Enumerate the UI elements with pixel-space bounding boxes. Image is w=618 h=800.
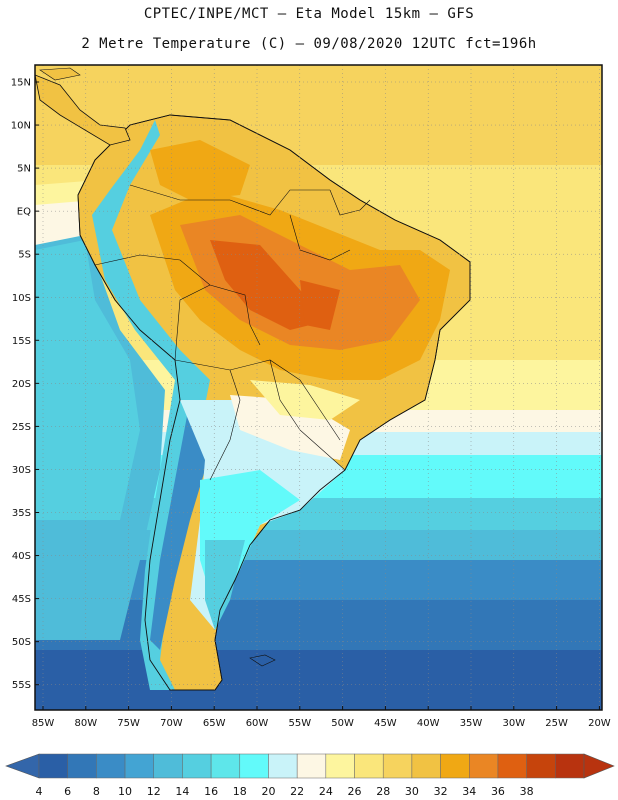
colorbar-tick-label: 24 xyxy=(319,785,333,798)
colorbar-tick-label: 34 xyxy=(462,785,476,798)
colorbar-swatch xyxy=(268,753,298,779)
colorbar-tick-label: 12 xyxy=(147,785,161,798)
colorbar-swatch xyxy=(96,753,126,779)
colorbar-tick-label: 16 xyxy=(204,785,218,798)
lat-label: 5S xyxy=(18,250,31,261)
colorbar-tick-label: 14 xyxy=(175,785,189,798)
map-frame xyxy=(34,64,603,711)
colorbar-tick-label: 38 xyxy=(520,785,534,798)
colorbar-tick-label: 20 xyxy=(261,785,275,798)
lon-label: 80W xyxy=(74,718,97,729)
lat-label: 20S xyxy=(12,379,31,390)
lat-label: EQ xyxy=(17,207,31,218)
colorbar-tick-label: 6 xyxy=(64,785,71,798)
lon-label: 25W xyxy=(545,718,568,729)
falkland-islands xyxy=(249,654,276,667)
colorbar-tick-label: 30 xyxy=(405,785,419,798)
lon-label: 35W xyxy=(460,718,483,729)
venezuela-32 xyxy=(150,140,250,200)
lat-label: 5N xyxy=(17,164,31,175)
colorbar-swatch xyxy=(411,753,441,779)
lat-label: 45S xyxy=(12,594,31,605)
map-field xyxy=(35,65,602,710)
colorbar-tick-label: 22 xyxy=(290,785,304,798)
colorbar-tick-label: 26 xyxy=(348,785,362,798)
lat-label: 35S xyxy=(12,508,31,519)
patagonian-andes-cold xyxy=(150,400,215,650)
subtropical-22 xyxy=(230,395,350,460)
lon-label: 75W xyxy=(117,718,140,729)
pacific-band-16 xyxy=(35,240,140,520)
colorbar-swatches xyxy=(5,753,615,779)
lon-label: 40W xyxy=(417,718,440,729)
lat-label: 10S xyxy=(12,293,31,304)
colorbar: 4 6 8 10 12 14 16 18 20 22 24 26 28 30 32 34 36 38 xyxy=(5,753,615,798)
andes-cool-band xyxy=(92,120,210,690)
title-line-1: CPTEC/INPE/MCT – Eta Model 15km – GFS xyxy=(143,6,475,22)
colorbar-tick-label: 28 xyxy=(376,785,390,798)
colorbar-swatch xyxy=(497,753,527,779)
colorbar-swatch xyxy=(555,753,585,779)
lon-label: 55W xyxy=(288,718,311,729)
colorbar-swatch xyxy=(210,753,241,779)
lat-label: 25S xyxy=(12,422,31,433)
colorbar-swatch xyxy=(526,753,556,779)
colorbar-swatch xyxy=(325,753,355,779)
interior-36-west xyxy=(210,240,330,330)
colorbar-tick-label: 4 xyxy=(36,785,43,798)
lat-label: 50S xyxy=(12,637,31,648)
colorbar-swatch xyxy=(124,753,154,779)
longitude-labels: 85W 80W 75W 70W 65W 60W 55W 50W 45W 40W 35W 30W 25W 2… xyxy=(32,706,611,729)
lat-label: 15S xyxy=(12,336,31,347)
patagonia-16 xyxy=(205,540,245,630)
colorbar-swatch xyxy=(382,753,413,779)
colorbar-swatch xyxy=(296,753,327,779)
colorbar-under-arrow xyxy=(5,753,40,779)
temperature-map: 15N 10N 5N EQ 5S 10S 15S 20S 25S 30S 35S 40S 45S 50S 5… xyxy=(11,64,611,729)
lon-label: 20W xyxy=(588,718,611,729)
lon-label: 70W xyxy=(160,718,183,729)
latitude-labels: 15N 10N 5N EQ 5S 10S 15S 20S 25S 30S 35S 40S 45S 50S 5… xyxy=(11,78,39,691)
colorbar-over-arrow xyxy=(583,753,615,779)
colorbar-tick-label: 18 xyxy=(233,785,247,798)
lat-label: 40S xyxy=(12,551,31,562)
interior-36-central xyxy=(300,280,340,330)
colorbar-tick-label: 10 xyxy=(118,785,132,798)
graticule xyxy=(35,65,602,710)
lon-label: 85W xyxy=(32,718,55,729)
lat-label: 30S xyxy=(12,465,31,476)
colorbar-swatch xyxy=(440,753,470,779)
ocean-band-6 xyxy=(35,650,602,710)
colorbar-ticks: 4 6 8 10 12 14 16 18 20 22 24 26 28 30 32 34 36 38 xyxy=(36,785,534,798)
colorbar-tick-label: 32 xyxy=(434,785,448,798)
title-line-2: 2 Metre Temperature (C) – 09/08/2020 12U… xyxy=(81,36,537,52)
caribbean-island xyxy=(39,67,81,81)
colorbar-swatch xyxy=(469,753,499,779)
colorbar-swatch xyxy=(67,753,97,779)
country-borders xyxy=(94,184,371,481)
central-america-land xyxy=(35,74,131,146)
colorbar-tick-label: 8 xyxy=(93,785,100,798)
colorbar-tick-label: 36 xyxy=(491,785,505,798)
lon-label: 45W xyxy=(374,718,397,729)
lon-label: 60W xyxy=(246,718,269,729)
colorbar-swatch xyxy=(153,753,183,779)
lat-label: 55S xyxy=(12,680,31,691)
lon-label: 65W xyxy=(203,718,226,729)
colorbar-swatch xyxy=(239,753,269,779)
coastline xyxy=(77,114,471,691)
colorbar-swatch xyxy=(354,753,384,779)
lon-label: 30W xyxy=(502,718,525,729)
lat-label: 15N xyxy=(11,78,31,89)
colorbar-swatch xyxy=(182,753,212,779)
lon-label: 50W xyxy=(331,718,354,729)
colorbar-swatch xyxy=(38,753,68,779)
lat-label: 10N xyxy=(11,121,31,132)
